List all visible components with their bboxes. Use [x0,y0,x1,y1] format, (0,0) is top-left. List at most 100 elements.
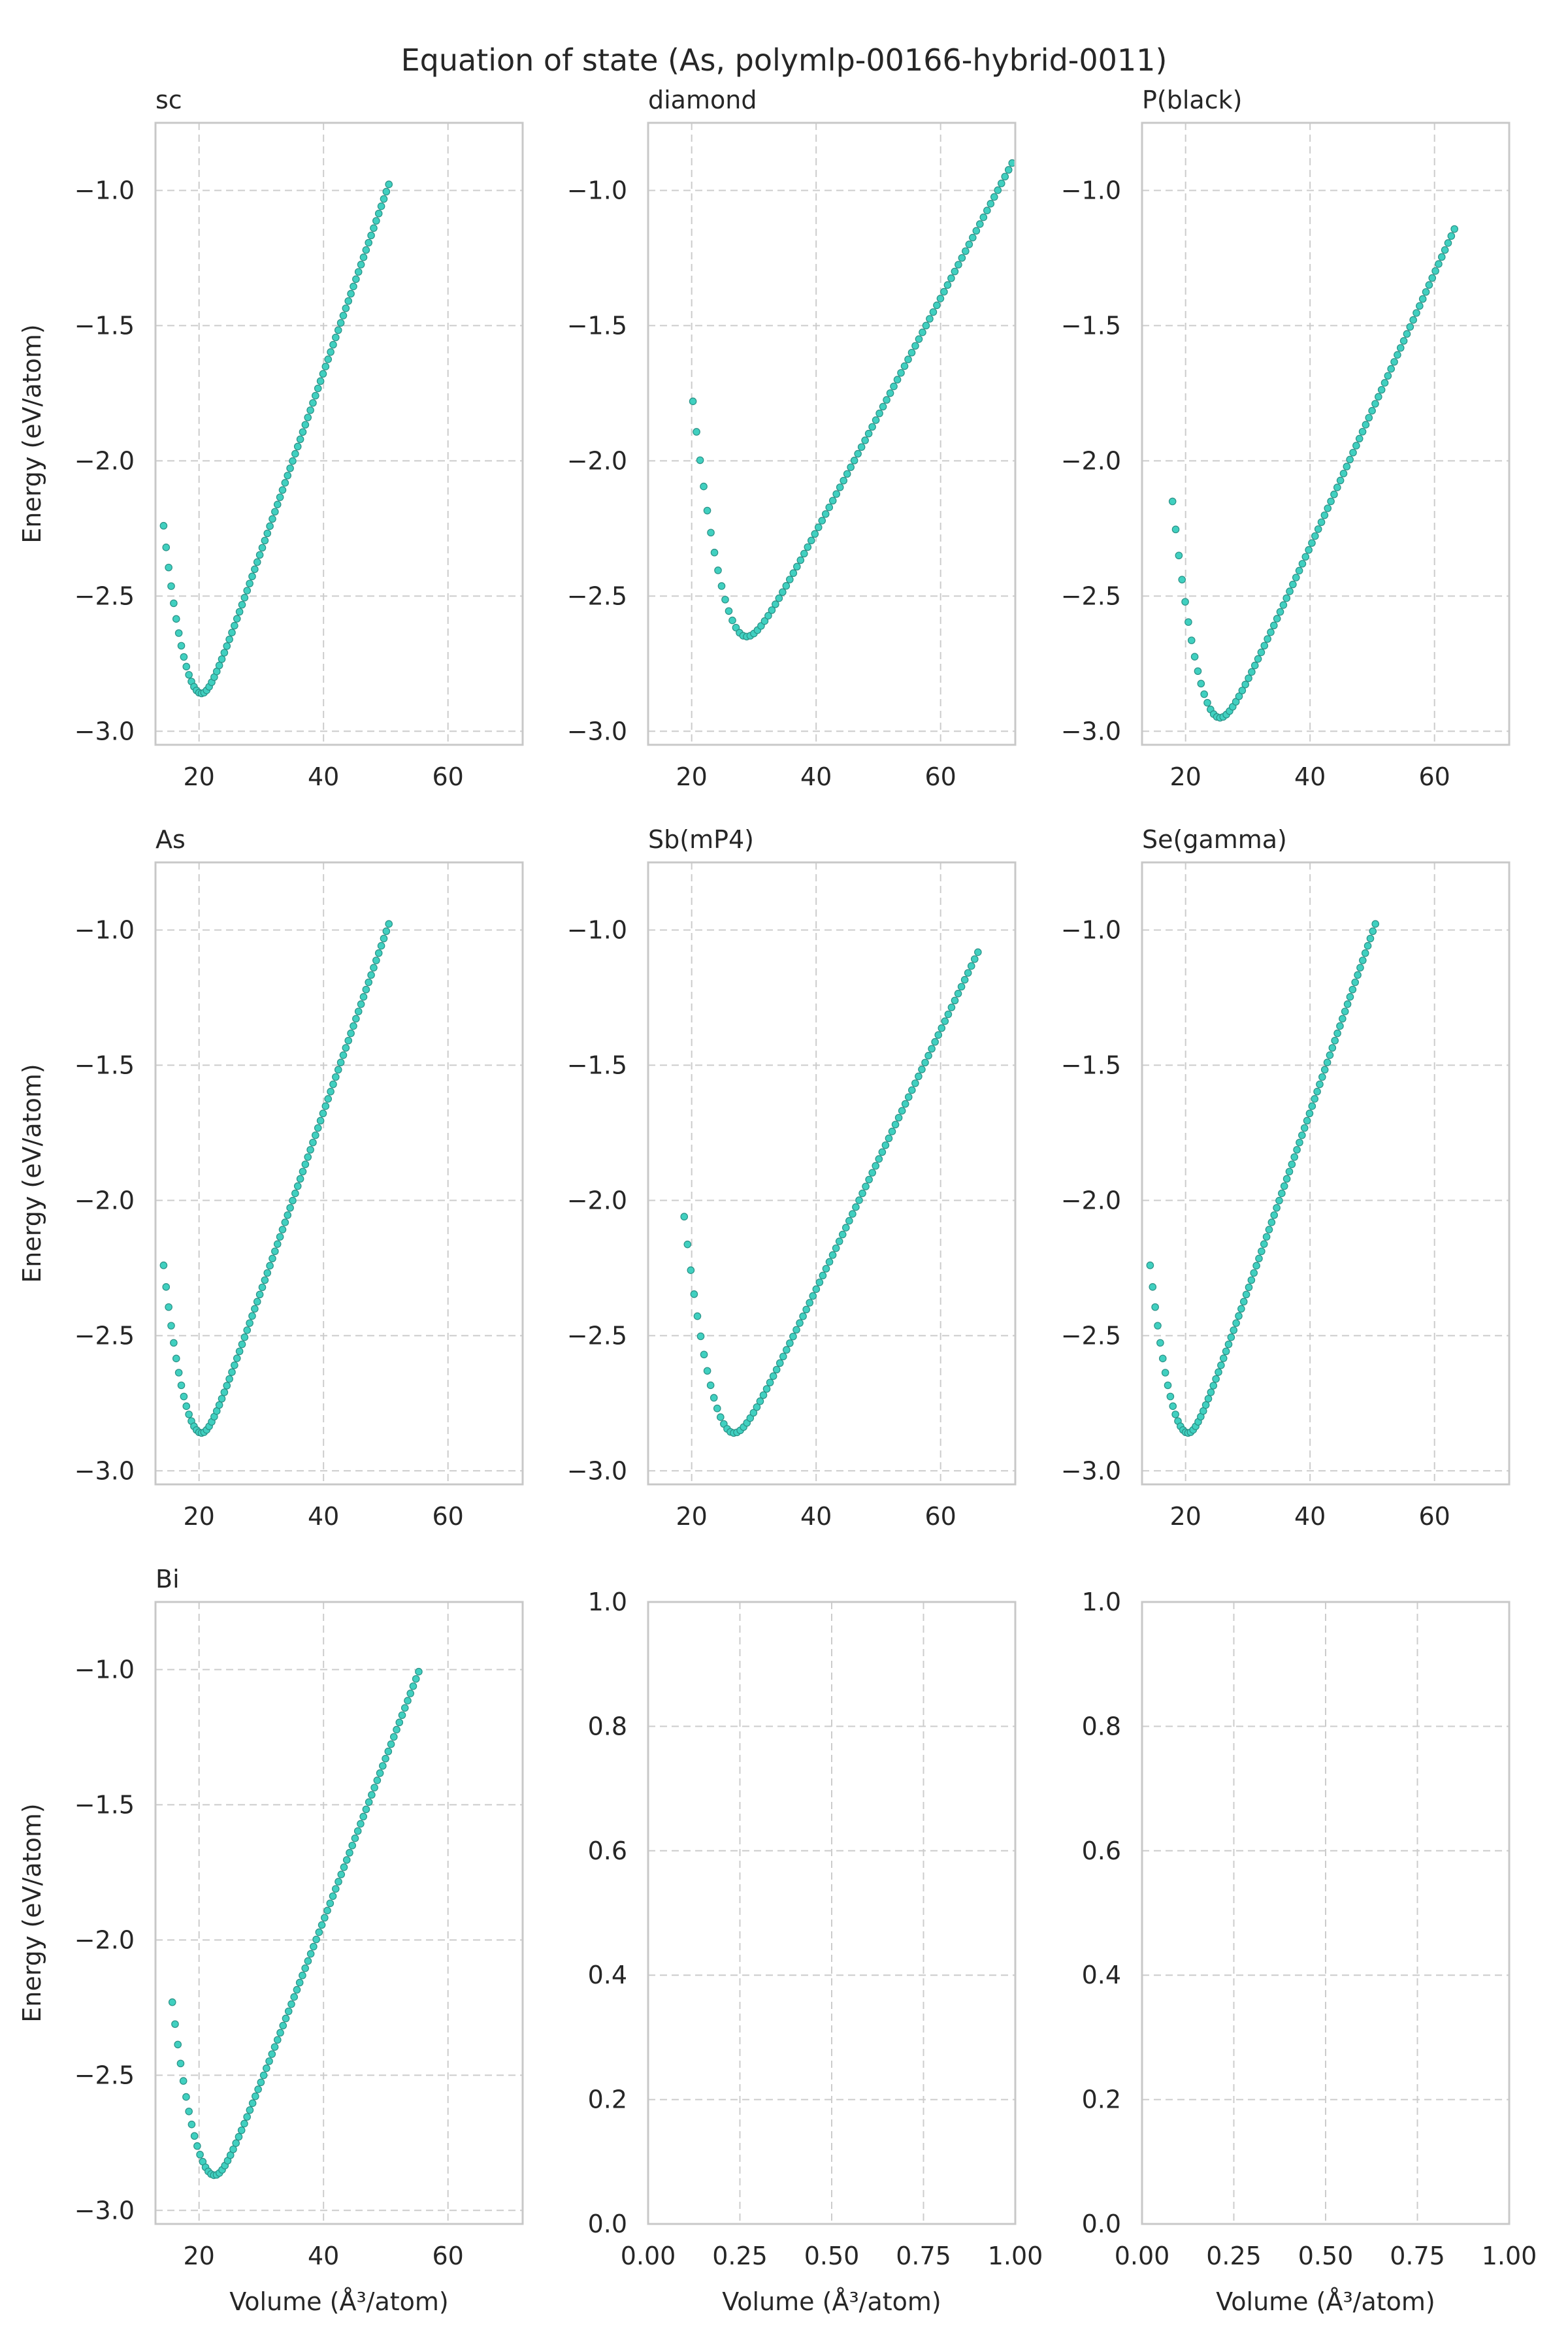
data-point [714,566,722,574]
data-point [293,1182,302,1190]
data-point [177,642,186,650]
data-point [775,594,783,602]
data-point [382,927,391,936]
data-point [310,1942,318,1951]
data-series [159,180,393,698]
data-point [994,186,1002,194]
data-point [957,983,966,991]
data-point [352,1015,360,1023]
data-point [969,233,977,242]
data-point [240,1333,249,1341]
data-point [1260,1240,1268,1248]
data-point [1175,551,1183,560]
data-point [376,1769,384,1777]
data-point [282,2014,290,2023]
subplot-grid: 20 40 60 −3.0 −2.5 −2.0 −1.5 −1.0 sc Energy (eV/a… [18,86,1537,2316]
data-point [316,1117,325,1125]
data-point [362,1805,370,1814]
y-tick-label: −1.5 [74,1051,135,1079]
x-tick-label: 40 [800,1502,832,1531]
data-point [828,1251,837,1259]
data-point [1187,636,1196,644]
data-point [1241,680,1249,689]
data-point [804,543,812,551]
data-point [332,333,340,342]
x-tick-label: 40 [308,762,339,791]
data-point [327,1087,335,1096]
data-point [931,1037,939,1046]
data-point [786,1339,794,1347]
data-point [1278,1189,1286,1198]
y-tick-label: −1.5 [1061,1051,1121,1079]
data-point [1444,239,1452,247]
data-point [406,1690,415,1697]
x-axis-label: Volume (Å³/atom) [229,2287,449,2316]
data-point [232,2139,240,2148]
data-point [238,1340,246,1348]
data-point [707,529,715,537]
data-point [347,1029,355,1037]
data-point [792,1326,800,1334]
data-point [165,1303,172,1311]
y-tick-label: 0.8 [1082,1712,1121,1740]
data-point [922,321,930,330]
data-point [890,382,898,391]
data-point [1270,1211,1279,1219]
data-point [281,479,289,487]
data-point [1260,642,1269,650]
data-point [1326,1051,1334,1059]
data-point [1181,598,1189,606]
data-point [1346,993,1354,1001]
data-point [295,1978,304,1987]
subplot-title: Bi [155,1565,180,1593]
data-point [725,607,733,615]
data-point [814,523,823,531]
data-point [1168,497,1177,506]
data-point [382,1755,389,1763]
data-point [304,1153,312,1161]
data-point [269,1254,276,1263]
data-point [335,1878,342,1886]
subplot-title: diamond [648,86,757,114]
data-point [1250,1269,1258,1277]
data-point [409,1682,417,1690]
data-point [389,1733,398,1741]
data-point [1237,1305,1245,1313]
data-point [762,1385,771,1393]
data-point [344,1036,353,1045]
data-point [315,1928,323,1936]
data-point [1203,698,1211,707]
data-point [1222,1347,1230,1356]
data-point [269,515,276,523]
x-tick-label: 40 [1294,762,1326,791]
data-point [703,506,711,515]
data-point [706,1381,715,1390]
data-point [182,2093,190,2101]
data-point [1333,483,1341,491]
x-tick-label: 40 [308,2242,339,2270]
data-point [1422,288,1430,296]
data-series [680,948,982,1437]
data-point [301,1160,310,1168]
y-tick-label: 1.0 [1082,1588,1121,1616]
data-point [1201,1401,1210,1409]
data-point [362,246,370,254]
data-point [326,1899,335,1908]
data-point [897,368,905,377]
data-point [1194,667,1202,676]
y-tick-label: −3.0 [1061,1456,1121,1485]
data-point [1219,1354,1228,1362]
data-point [1254,655,1262,663]
data-point [868,1169,876,1177]
data-point [878,1148,887,1156]
data-point [243,1326,252,1334]
x-tick-label: 40 [1294,1502,1326,1531]
data-point [314,384,322,393]
data-point [1232,1319,1240,1327]
data-point [255,1290,264,1299]
data-point [928,1045,936,1053]
data-point [339,1051,348,1059]
data-point [904,1093,913,1101]
x-tick-label: 0.00 [621,2242,676,2270]
data-point [284,2007,293,2016]
